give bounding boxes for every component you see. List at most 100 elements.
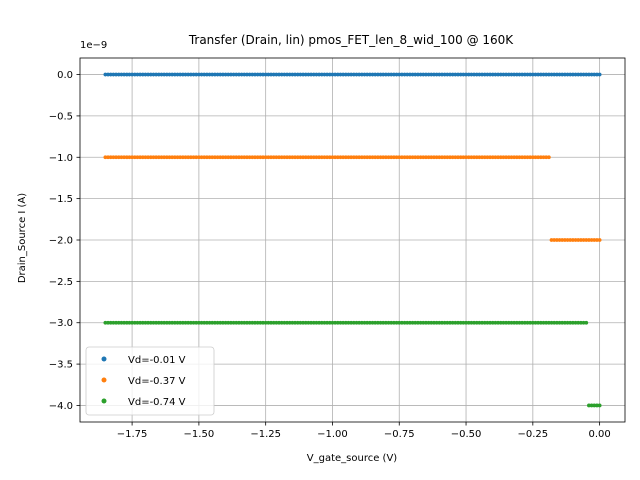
data-point — [525, 72, 530, 77]
data-point — [229, 72, 233, 77]
data-point — [180, 320, 185, 325]
data-point — [493, 72, 498, 77]
data-point — [196, 320, 201, 325]
data-point — [536, 155, 541, 160]
data-point — [293, 320, 297, 325]
data-point — [164, 155, 169, 160]
data-point — [114, 155, 118, 160]
data-point — [306, 320, 311, 325]
data-point — [333, 72, 338, 77]
data-point — [488, 155, 492, 160]
data-point — [448, 72, 452, 77]
data-point — [595, 72, 599, 77]
data-point — [250, 155, 255, 160]
data-point — [210, 72, 215, 77]
data-point — [413, 155, 418, 160]
data-point — [538, 320, 543, 325]
data-point — [424, 320, 428, 325]
data-point — [151, 155, 156, 160]
data-point — [512, 155, 517, 160]
data-point — [493, 155, 498, 160]
data-point — [437, 155, 442, 160]
data-point — [218, 72, 223, 77]
data-point — [306, 155, 311, 160]
data-point — [581, 320, 586, 325]
data-point — [194, 72, 199, 77]
data-point — [589, 72, 594, 77]
data-point — [378, 155, 383, 160]
data-point — [440, 72, 444, 77]
data-point — [250, 320, 255, 325]
data-point — [242, 72, 247, 77]
data-point — [528, 320, 533, 325]
data-point — [229, 320, 233, 325]
data-point — [269, 320, 273, 325]
data-point — [258, 155, 263, 160]
data-point — [394, 320, 399, 325]
data-point — [271, 155, 276, 160]
data-point — [386, 155, 391, 160]
data-point — [349, 320, 354, 325]
data-point — [226, 72, 231, 77]
x-tick-label: −0.50 — [451, 429, 482, 440]
data-point — [528, 72, 533, 77]
data-point — [282, 320, 287, 325]
data-point — [568, 320, 573, 325]
data-point — [549, 72, 554, 77]
data-point — [213, 320, 217, 325]
y-tick-label: −2.5 — [49, 277, 73, 288]
data-point — [196, 72, 201, 77]
data-point — [383, 72, 388, 77]
data-point — [394, 155, 399, 160]
data-point — [327, 155, 332, 160]
data-point — [245, 72, 249, 77]
data-point — [226, 155, 231, 160]
data-point — [517, 72, 522, 77]
data-point — [108, 320, 113, 325]
data-point — [496, 72, 500, 77]
data-point — [565, 320, 570, 325]
data-point — [338, 72, 343, 77]
data-point — [314, 155, 319, 160]
data-point — [579, 320, 583, 325]
data-point — [191, 72, 196, 77]
data-point — [538, 72, 543, 77]
data-point — [277, 155, 281, 160]
data-point — [282, 155, 287, 160]
data-point — [202, 72, 207, 77]
data-point — [140, 155, 145, 160]
data-point — [154, 155, 159, 160]
data-point — [552, 320, 557, 325]
data-point — [378, 320, 383, 325]
data-point — [156, 320, 161, 325]
y-tick-label: −3.5 — [49, 360, 73, 371]
data-point — [549, 320, 554, 325]
data-point — [119, 72, 124, 77]
data-point — [287, 155, 292, 160]
data-point — [501, 155, 506, 160]
data-point — [295, 155, 300, 160]
data-point — [114, 72, 118, 77]
data-point — [568, 238, 573, 242]
data-point — [269, 155, 273, 160]
data-point — [514, 155, 519, 160]
data-point — [106, 155, 110, 160]
data-point — [522, 320, 527, 325]
data-point — [490, 72, 495, 77]
data-point — [333, 320, 338, 325]
data-point — [114, 320, 118, 325]
data-point — [202, 320, 207, 325]
data-point — [335, 320, 340, 325]
data-point — [245, 155, 249, 160]
data-point — [221, 72, 225, 77]
data-point — [397, 155, 402, 160]
data-point — [544, 72, 549, 77]
legend-marker-2 — [101, 398, 107, 404]
data-point — [242, 320, 247, 325]
data-point — [314, 72, 319, 77]
data-point — [325, 320, 330, 325]
data-point — [402, 155, 407, 160]
data-point — [343, 72, 348, 77]
data-point — [122, 155, 126, 160]
data-point — [124, 155, 129, 160]
